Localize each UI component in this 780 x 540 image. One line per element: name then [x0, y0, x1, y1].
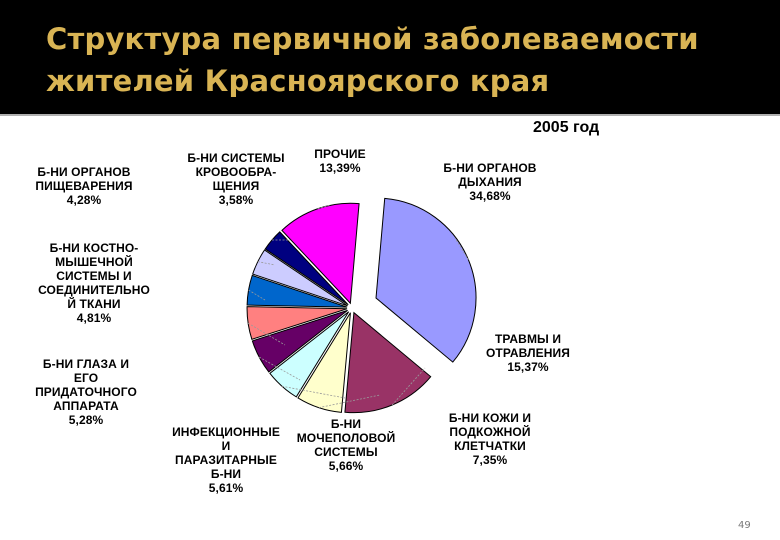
leader-line-1 [454, 237, 469, 260]
pie-slice-2 [344, 311, 432, 414]
slide-title-line-2: жителей Красноярского края [46, 64, 550, 98]
chart-title: 2005 год [533, 119, 600, 136]
slice-label-9: Б-НИ СИСТЕМЫ КРОВООБРА-ЩЕНИЯ 3,58% [187, 151, 284, 207]
slice-value-7: 4,81% [77, 311, 112, 325]
slice-label-8: Б-НИ ОРГАНОВ ПИЩЕВАРЕНИЯ 4,28% [35, 165, 132, 207]
leader-line-10 [317, 204, 331, 210]
leader-line-2 [391, 367, 426, 406]
slice-value-10: 13,39% [319, 161, 361, 175]
slide-title-line-1: Структура первичной заболеваемости [46, 22, 699, 56]
slice-value-6: 5,28% [69, 413, 104, 427]
slice-label-3: Б-НИ КОЖИ И ПОДКОЖНОЙ КЛЕТЧАТКИ 7,35% [449, 411, 531, 467]
slice-label-4: Б-НИ МОЧЕПОЛОВОЙ СИСТЕМЫ 5,66% [297, 417, 396, 473]
slice-value-8: 4,28% [67, 193, 102, 207]
slice-value-5: 5,61% [209, 481, 244, 495]
slice-value-3: 7,35% [473, 453, 508, 467]
pie-slice-3 [297, 312, 351, 413]
slice-value-4: 5,66% [329, 459, 364, 473]
slice-value-9: 3,58% [219, 193, 254, 207]
title-divider [0, 114, 780, 116]
slice-label-10: ПРОЧИЕ 13,39% [314, 147, 365, 175]
slice-label-5: ИНФЕКЦИОННЫЕ И ПАРАЗИТАРНЫЕ Б-НИ 5,61% [172, 425, 280, 495]
slice-label-6: Б-НИ ГЛАЗА И ЕГО ПРИДАТОЧНОГО АППАРАТА 5,28% [35, 357, 137, 427]
pie-slice-7 [246, 274, 348, 308]
slice-label-2: ТРАВМЫ И ОТРАВЛЕНИЯ 15,37% [486, 332, 570, 374]
slice-value-2: 15,37% [507, 360, 549, 374]
title-band: Структура первичной заболеваемости жител… [0, 0, 780, 114]
page-number: 49 [738, 520, 751, 531]
pie-slice-9 [264, 231, 349, 306]
pie-slice-6 [246, 306, 348, 340]
slice-value-1: 34,68% [469, 189, 511, 203]
slice-label-1: Б-НИ ОРГАНОВ ДЫХАНИЯ 34,68% [443, 161, 536, 203]
leader-line-5 [259, 356, 301, 381]
slice-label-7: Б-НИ КОСТНО-МЫШЕЧНОЙ СИСТЕМЫ И СОЕДИНИТЕЛЬ… [38, 241, 150, 325]
leader-line-6 [247, 322, 286, 346]
leader-line-8 [257, 261, 276, 266]
pie-slice-1 [375, 197, 477, 363]
leader-line-4 [281, 385, 346, 399]
